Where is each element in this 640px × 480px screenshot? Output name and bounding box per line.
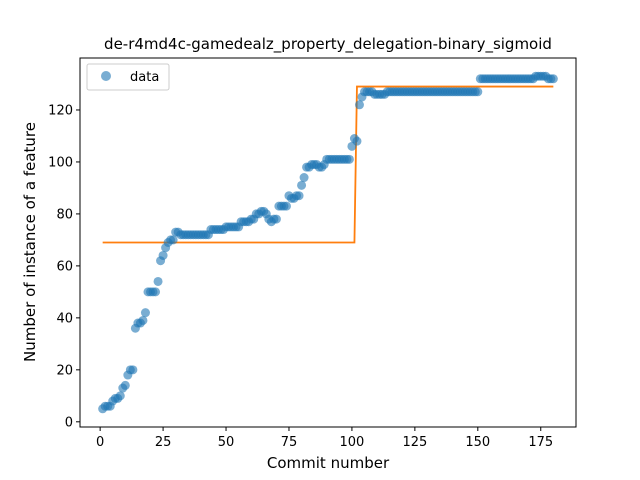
data-point: [128, 365, 138, 375]
y-axis-label: Number of instance of a feature: [21, 122, 39, 362]
data-point: [354, 100, 364, 110]
x-tick-label: 125: [402, 435, 427, 450]
x-tick-label: 25: [155, 435, 172, 450]
legend-marker-data: [101, 71, 111, 81]
data-points-layer: [98, 71, 558, 414]
data-point: [151, 287, 161, 297]
x-tick-label: 75: [281, 435, 298, 450]
y-tick-label: 120: [48, 103, 73, 118]
x-tick-label: 175: [528, 435, 553, 450]
data-point: [473, 87, 483, 97]
x-axis-label: Commit number: [267, 454, 390, 472]
x-tick-label: 0: [96, 435, 104, 450]
x-tick-label: 150: [465, 435, 490, 450]
legend-frame: [86, 63, 170, 91]
chart-title: de-r4md4c-gamedealz_property_delegation-…: [104, 35, 552, 54]
data-point: [271, 214, 281, 224]
legend-label-data: data: [130, 70, 159, 85]
data-point: [299, 173, 309, 183]
y-tick-label: 80: [56, 207, 73, 222]
axes-layer: 0 25 50 75 100 125 150 175 0 20 40 60 80 100 120: [48, 57, 577, 450]
data-point: [352, 136, 362, 146]
data-point: [115, 391, 125, 401]
x-tick-label: 100: [340, 435, 365, 450]
data-point: [140, 308, 150, 318]
y-tick-label: 60: [56, 259, 73, 274]
data-point: [294, 191, 304, 201]
x-tick-label: 50: [218, 435, 235, 450]
data-point: [153, 276, 163, 286]
data-point: [138, 315, 148, 325]
plot-frame: [79, 57, 577, 428]
fit-line-layer: [102, 85, 554, 244]
data-point: [168, 235, 178, 245]
data-point: [548, 74, 558, 84]
legend: data: [86, 63, 170, 91]
y-tick-label: 100: [48, 155, 73, 170]
y-tick-label: 20: [56, 363, 73, 378]
data-point: [120, 380, 130, 390]
data-point: [297, 180, 307, 190]
data-point: [281, 201, 291, 211]
data-point: [158, 250, 168, 260]
y-tick-label: 40: [56, 311, 73, 326]
data-point: [344, 154, 354, 164]
fit-line: [102, 85, 554, 244]
y-tick-label: 0: [65, 415, 73, 430]
